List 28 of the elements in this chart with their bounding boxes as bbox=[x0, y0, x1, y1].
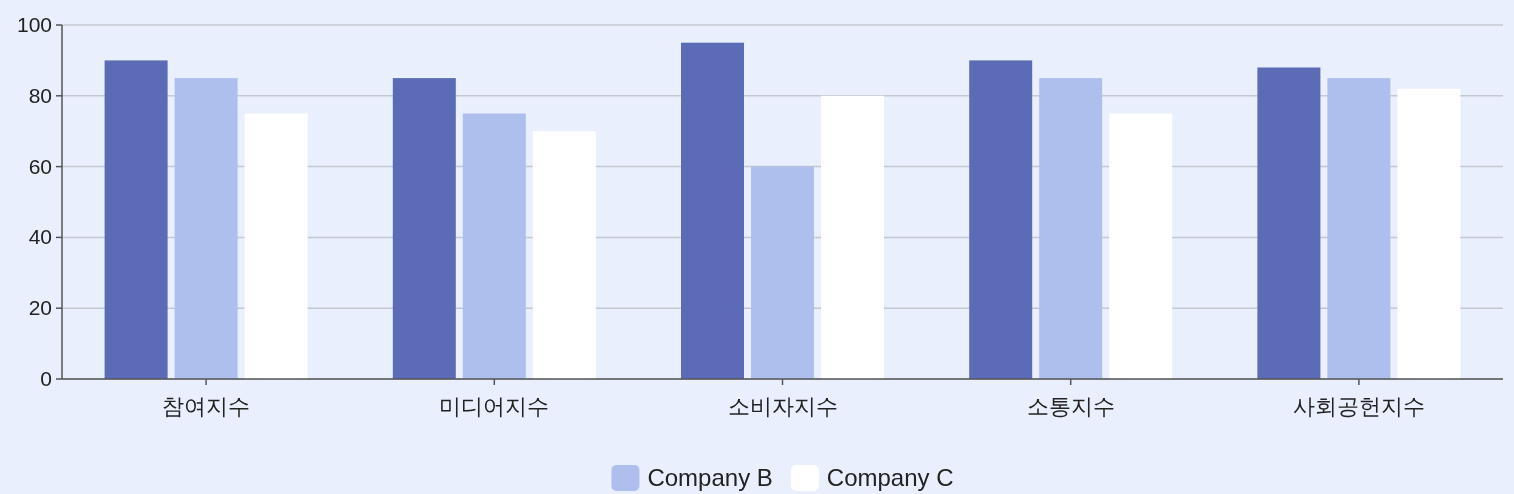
bar bbox=[462, 113, 526, 379]
legend-label: Company C bbox=[826, 464, 954, 491]
bar bbox=[104, 60, 168, 379]
y-tick-label: 20 bbox=[28, 296, 52, 320]
bar bbox=[244, 113, 308, 379]
bar bbox=[392, 78, 456, 379]
bar bbox=[681, 42, 744, 379]
legend-label: Company B bbox=[647, 464, 773, 491]
x-tick-label: 소비자지수 bbox=[727, 394, 838, 419]
y-tick-label: 0 bbox=[40, 367, 52, 390]
bar bbox=[969, 60, 1033, 379]
x-tick-label: 참여지수 bbox=[162, 394, 251, 419]
y-tick-label: 60 bbox=[28, 154, 52, 178]
bar bbox=[1039, 78, 1103, 379]
y-tick-label: 80 bbox=[28, 83, 52, 107]
bar bbox=[821, 95, 884, 379]
bar bbox=[532, 131, 596, 379]
bar bbox=[1327, 78, 1391, 379]
bar bbox=[1257, 67, 1321, 379]
bar bbox=[751, 166, 814, 379]
y-tick-label: 100 bbox=[16, 13, 52, 36]
bar bbox=[1397, 88, 1461, 379]
y-tick-label: 40 bbox=[28, 225, 52, 249]
bar bbox=[1109, 113, 1173, 379]
x-tick-label: 사회공헌지수 bbox=[1292, 394, 1425, 419]
x-tick-label: 미디어지수 bbox=[439, 394, 550, 419]
x-tick-label: 소통지수 bbox=[1026, 394, 1115, 419]
bar bbox=[174, 78, 238, 379]
